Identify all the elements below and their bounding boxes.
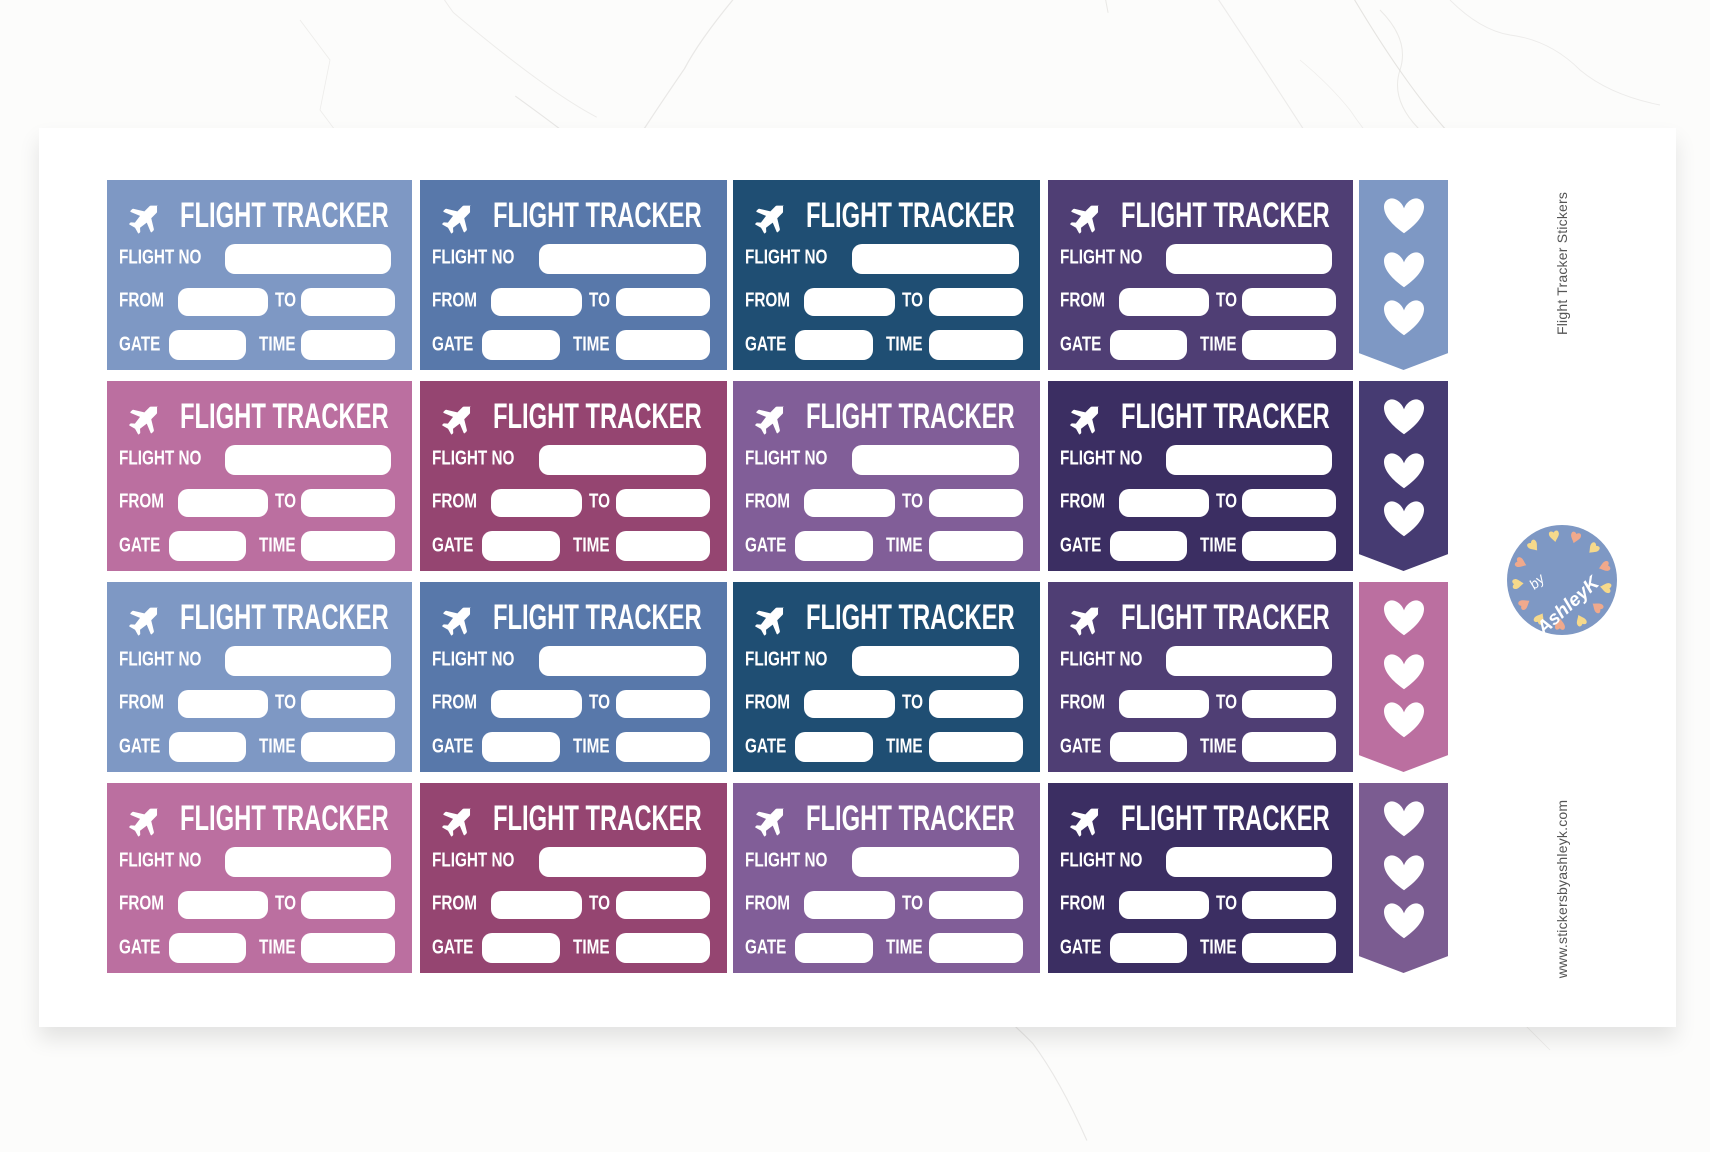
svg-text:by: by bbox=[1526, 570, 1548, 592]
